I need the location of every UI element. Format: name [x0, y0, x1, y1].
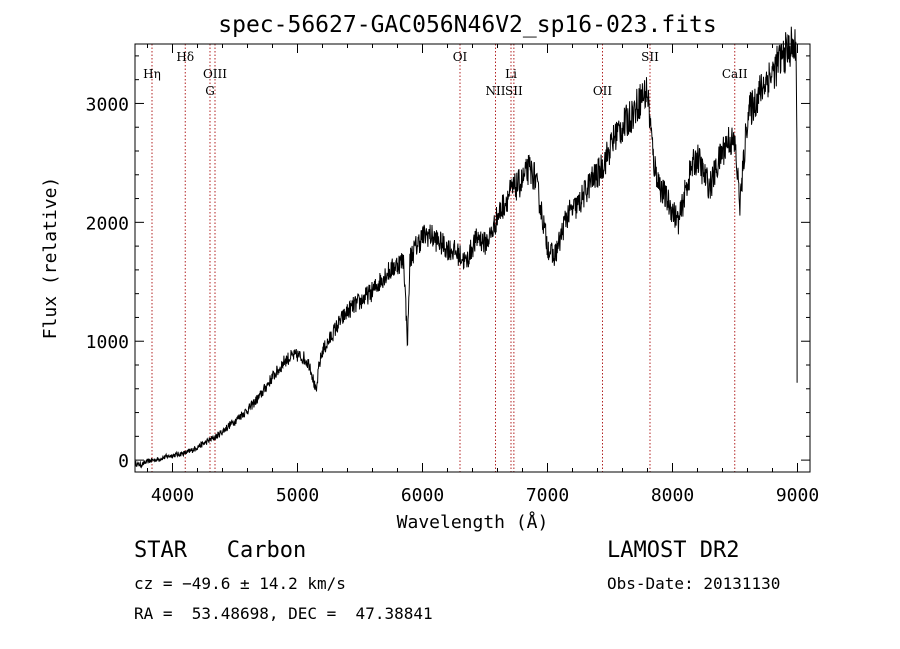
x-axis: 4000 5000 6000 7000 8000 9000 [147, 44, 819, 506]
spectrum-series [134, 26, 798, 469]
line-marker-label: Li [505, 67, 517, 81]
y-tick-label: 0 [118, 451, 129, 472]
line-marker-label: OIII [203, 67, 227, 81]
observation-date: Obs-Date: 20131130 [607, 574, 781, 593]
object-class: STAR Carbon [134, 538, 307, 563]
y-tick-label: 1000 [86, 332, 129, 353]
line-marker-label: Hδ [176, 50, 194, 64]
x-tick-label: 4000 [151, 485, 194, 506]
y-axis-label: Flux (relative) [40, 177, 61, 340]
line-marker-label: G [205, 84, 215, 98]
line-markers: Hη Hδ OIII G OI NII Li SII OII SII CaII [143, 44, 748, 472]
chart-title: spec-56627-GAC056N46V2_sp16-023.fits [218, 12, 717, 38]
line-marker-label: OII [593, 84, 613, 98]
x-tick-label: 8000 [651, 485, 694, 506]
x-tick-label: 5000 [276, 485, 319, 506]
y-tick-label: 2000 [86, 213, 129, 234]
survey-name: LAMOST DR2 [607, 538, 740, 563]
line-marker-label: OI [453, 50, 468, 64]
x-tick-label: 6000 [401, 485, 444, 506]
line-marker-label: CaII [722, 67, 748, 81]
spectrum-line [134, 26, 798, 469]
line-marker-label: SII [505, 84, 523, 98]
line-marker-label: NII [486, 84, 506, 98]
redshift-velocity: cz = −49.6 ± 14.2 km/s [134, 574, 346, 593]
x-tick-label: 9000 [776, 485, 819, 506]
line-marker-label: Hη [143, 67, 161, 81]
x-tick-label: 7000 [526, 485, 569, 506]
coordinates: RA = 53.48698, DEC = 47.38841 [134, 604, 433, 623]
x-axis-label: Wavelength (Å) [397, 511, 549, 533]
line-marker-label: SII [641, 50, 659, 64]
plot-frame [134, 43, 811, 473]
y-tick-label: 3000 [86, 94, 129, 115]
y-axis: 0 1000 2000 3000 [86, 55, 810, 472]
